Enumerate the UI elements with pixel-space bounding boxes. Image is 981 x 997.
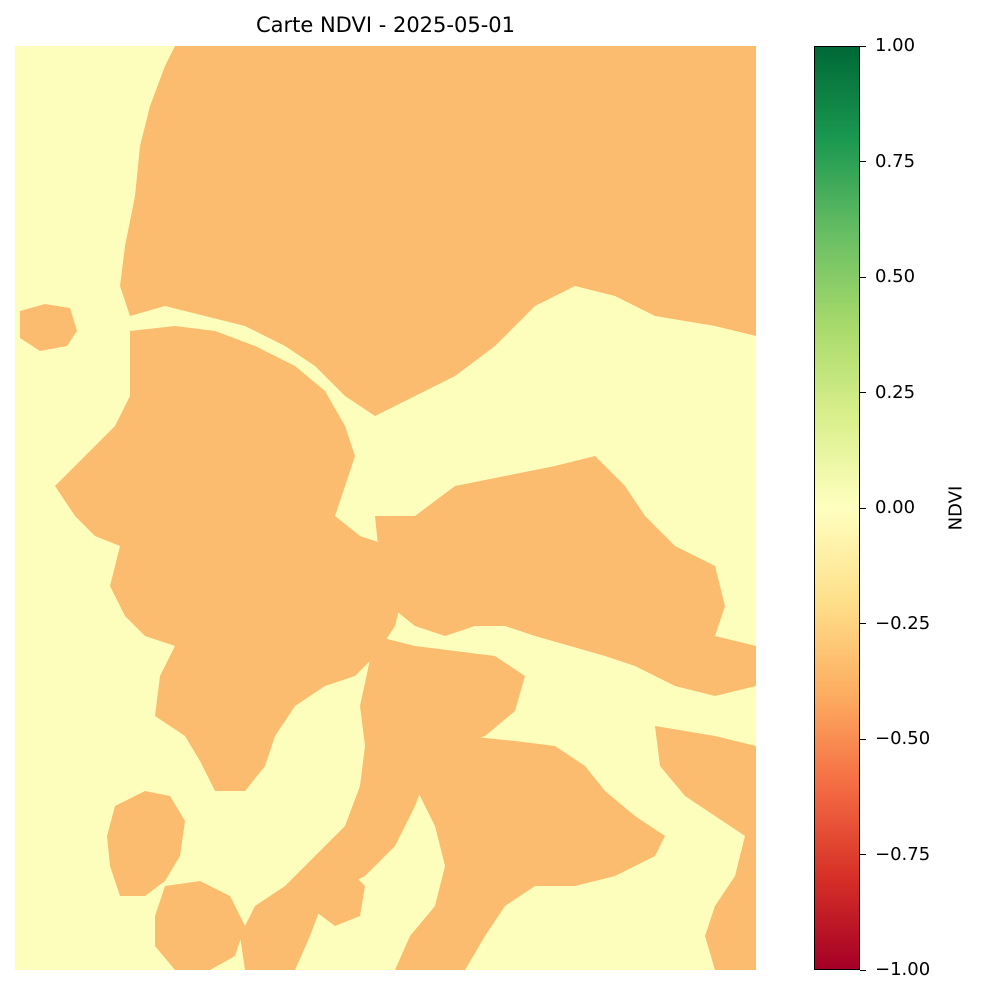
colorbar-tick-label: −0.25 [875, 612, 931, 634]
colorbar-tick-label: −0.50 [875, 728, 931, 749]
colorbar-tick-label: 0.25 [875, 381, 916, 403]
ndvi-region [155, 881, 245, 970]
colorbar-tick-label: 1.00 [875, 35, 916, 56]
colorbar-tick [860, 738, 866, 740]
colorbar-tick-label: −0.75 [875, 843, 931, 865]
ndvi-region [375, 456, 756, 696]
ndvi-region [107, 791, 185, 896]
colorbar-tick [860, 392, 866, 393]
colorbar-tick-label: 0.00 [875, 497, 916, 518]
colorbar-tick-label: 0.75 [875, 150, 916, 172]
colorbar [814, 46, 860, 970]
ndvi-region [240, 636, 525, 970]
colorbar-tick [860, 161, 866, 162]
colorbar-tick-label: −1.00 [875, 959, 931, 980]
colorbar-tick [860, 276, 866, 278]
ndvi-map [15, 46, 756, 970]
ndvi-region [395, 736, 665, 970]
ndvi-region [655, 726, 756, 970]
colorbar-tick [860, 45, 866, 47]
ndvi-region [120, 46, 756, 416]
colorbar-tick [860, 854, 866, 855]
colorbar-tick [860, 507, 866, 509]
colorbar-label: NDVI [945, 485, 967, 531]
colorbar-tick [860, 969, 866, 971]
ndvi-region [55, 326, 405, 791]
ndvi-region [315, 866, 365, 926]
chart-title: Carte NDVI - 2025-05-01 [255, 13, 516, 37]
ndvi-region [20, 304, 77, 351]
colorbar-tick-label: 0.50 [875, 266, 916, 287]
colorbar-tick [860, 623, 866, 624]
